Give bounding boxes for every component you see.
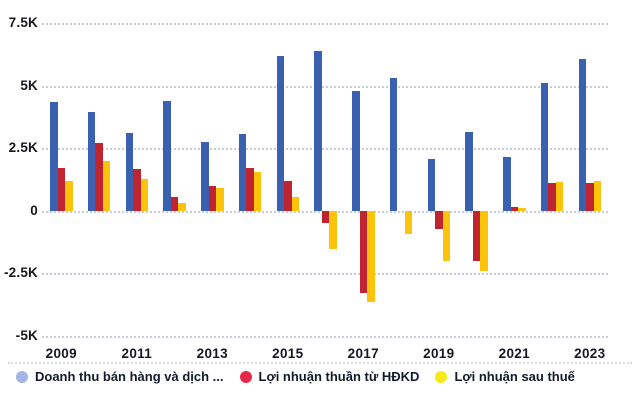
bar-2010-series1[interactable] <box>95 143 103 211</box>
chart-legend: Doanh thu bán hàng và dịch ... Lợi nhuận… <box>16 369 575 384</box>
bar-2012-series1[interactable] <box>170 196 179 211</box>
bar-2016-series1[interactable] <box>321 210 330 223</box>
bar-2012-series2[interactable] <box>178 203 186 211</box>
bar-2018-series2[interactable] <box>404 210 413 235</box>
bar-2020-series1[interactable] <box>472 210 481 261</box>
legend-label-net-profit: Lợi nhuận sau thuế <box>454 369 575 384</box>
bar-2010-series2[interactable] <box>102 160 111 211</box>
bar-2021-series2[interactable] <box>518 208 526 211</box>
bar-2014-series1[interactable] <box>246 168 254 211</box>
bar-2011-series0[interactable] <box>125 133 134 211</box>
legend-label-revenue: Doanh thu bán hàng và dịch ... <box>35 369 224 384</box>
x-tick-label-2021: 2021 <box>498 346 530 361</box>
bar-2014-series2[interactable] <box>253 171 262 211</box>
bar-2019-series1[interactable] <box>435 210 443 230</box>
bar-2011-series1[interactable] <box>133 169 141 211</box>
x-tick-label-2013: 2013 <box>196 346 228 361</box>
bar-2017-series1[interactable] <box>359 210 368 293</box>
y-tick-label: -5K <box>15 327 38 343</box>
legend-item-net-profit[interactable]: Lợi nhuận sau thuế <box>435 369 575 384</box>
bar-2022-series2[interactable] <box>555 181 564 211</box>
bar-2022-series0[interactable] <box>540 83 549 211</box>
bar-2017-series0[interactable] <box>352 90 360 211</box>
y-tick-label: 5K <box>20 77 38 93</box>
bar-2015-series1[interactable] <box>284 180 292 211</box>
bar-2019-series0[interactable] <box>427 159 436 211</box>
bar-2012-series0[interactable] <box>163 100 171 211</box>
legend-marker-yellow-icon <box>435 370 448 383</box>
bar-2023-series1[interactable] <box>586 183 594 211</box>
legend-item-revenue[interactable]: Doanh thu bán hàng và dịch ... <box>16 369 224 384</box>
legend-marker-blue-icon <box>16 370 28 383</box>
bar-2021-series1[interactable] <box>510 206 519 211</box>
bar-2023-series2[interactable] <box>593 180 602 211</box>
bar-2011-series2[interactable] <box>140 179 149 211</box>
gridline-5K <box>42 85 608 88</box>
bar-2020-series0[interactable] <box>465 131 473 211</box>
bar-2014-series0[interactable] <box>238 134 247 211</box>
bar-2022-series1[interactable] <box>548 183 556 211</box>
bar-2021-series0[interactable] <box>503 156 511 211</box>
bar-2020-series2[interactable] <box>480 210 488 271</box>
axis-bottom-separator <box>8 362 632 364</box>
gridline-2.5K <box>42 148 608 150</box>
gridline--5K <box>42 335 608 338</box>
gridline-7.5K <box>42 23 608 25</box>
bar-2019-series2[interactable] <box>442 210 451 261</box>
y-tick-label: 0 <box>30 202 38 218</box>
y-tick-label: 7.5K <box>8 15 38 31</box>
bar-2009-series0[interactable] <box>50 101 58 211</box>
bar-2016-series2[interactable] <box>329 210 337 250</box>
bar-2013-series2[interactable] <box>216 188 224 211</box>
bar-2010-series0[interactable] <box>87 111 96 211</box>
legend-item-operating-profit[interactable]: Lợi nhuận thuần từ HĐKD <box>239 369 420 384</box>
x-tick-label-2019: 2019 <box>423 346 455 361</box>
bar-2009-series1[interactable] <box>57 168 66 211</box>
bar-2017-series2[interactable] <box>367 210 375 302</box>
bar-2013-series0[interactable] <box>201 141 209 211</box>
bar-2018-series0[interactable] <box>389 78 398 211</box>
x-tick-label-2009: 2009 <box>45 346 77 361</box>
bar-2023-series0[interactable] <box>578 59 587 211</box>
y-tick-label: -2.5K <box>3 265 38 281</box>
bar-2016-series0[interactable] <box>314 50 322 211</box>
legend-marker-red-icon <box>239 370 252 383</box>
bar-2013-series1[interactable] <box>208 185 217 211</box>
bar-2015-series0[interactable] <box>276 55 285 211</box>
bar-2015-series2[interactable] <box>291 196 300 211</box>
x-tick-label-2015: 2015 <box>272 346 304 361</box>
y-tick-label: 2.5K <box>8 140 38 156</box>
bar-2009-series2[interactable] <box>65 180 73 211</box>
gridline--2.5K <box>42 273 608 275</box>
x-tick-label-2011: 2011 <box>121 346 153 361</box>
legend-label-operating-profit: Lợi nhuận thuần từ HĐKD <box>258 369 420 384</box>
x-tick-label-2023: 2023 <box>574 346 606 361</box>
x-tick-label-2017: 2017 <box>347 346 379 361</box>
